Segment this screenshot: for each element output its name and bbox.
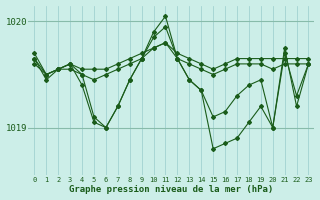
- X-axis label: Graphe pression niveau de la mer (hPa): Graphe pression niveau de la mer (hPa): [69, 185, 274, 194]
